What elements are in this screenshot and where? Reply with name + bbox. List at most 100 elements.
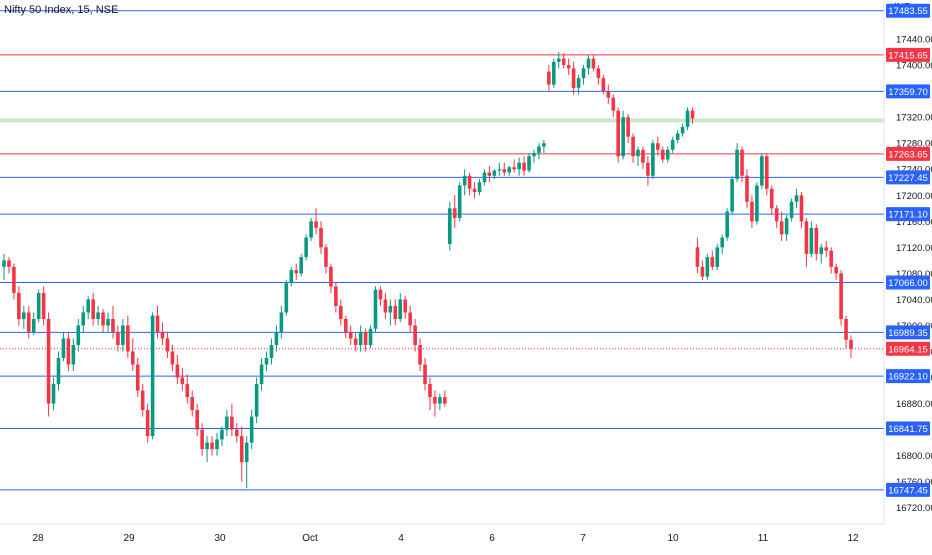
- candle-down[interactable]: [195, 403, 199, 437]
- candle-up[interactable]: [477, 179, 482, 196]
- candle-up[interactable]: [225, 410, 229, 437]
- candle-up[interactable]: [730, 175, 734, 215]
- candle-up[interactable]: [249, 410, 254, 450]
- candle-down[interactable]: [472, 182, 477, 199]
- candle-down[interactable]: [190, 390, 195, 417]
- candle-up[interactable]: [81, 305, 86, 332]
- candle-down[interactable]: [779, 211, 784, 241]
- candle-up[interactable]: [725, 208, 729, 241]
- candle-up[interactable]: [680, 123, 685, 137]
- candle-down[interactable]: [695, 237, 700, 274]
- candle-up[interactable]: [388, 299, 393, 326]
- candle-down[interactable]: [547, 65, 551, 92]
- candle-up[interactable]: [284, 279, 289, 316]
- candle-down[interactable]: [596, 65, 601, 85]
- candle-up[interactable]: [2, 253, 6, 280]
- candle-down[interactable]: [393, 299, 398, 326]
- candle-down[interactable]: [591, 55, 596, 72]
- candle-up[interactable]: [552, 58, 556, 88]
- candle-down[interactable]: [294, 263, 299, 280]
- candle-down[interactable]: [155, 305, 160, 339]
- candle-down[interactable]: [700, 260, 705, 280]
- candle-up[interactable]: [289, 266, 294, 287]
- candle-down[interactable]: [324, 244, 328, 274]
- candle-up[interactable]: [755, 182, 759, 225]
- candle-up[interactable]: [497, 162, 502, 176]
- candle-up[interactable]: [462, 169, 467, 196]
- candle-up[interactable]: [254, 377, 259, 424]
- candle-up[interactable]: [621, 110, 625, 160]
- candle-down[interactable]: [126, 315, 130, 359]
- candle-down[interactable]: [101, 309, 105, 332]
- candle-down[interactable]: [611, 94, 616, 118]
- candle-down[interactable]: [7, 257, 11, 274]
- candle-down[interactable]: [111, 305, 115, 339]
- candle-down[interactable]: [17, 286, 21, 326]
- candle-down[interactable]: [769, 185, 774, 215]
- candle-up[interactable]: [61, 331, 66, 362]
- candle-down[interactable]: [145, 403, 150, 443]
- candle-down[interactable]: [210, 436, 214, 456]
- candle-up[interactable]: [537, 143, 541, 160]
- candle-down[interactable]: [418, 338, 422, 372]
- candle-up[interactable]: [358, 325, 363, 352]
- candle-down[interactable]: [170, 344, 175, 372]
- candle-down[interactable]: [512, 159, 516, 173]
- candle-up[interactable]: [651, 139, 655, 180]
- candle-down[interactable]: [66, 331, 71, 372]
- candle-up[interactable]: [31, 312, 36, 336]
- candle-down[interactable]: [363, 328, 368, 352]
- candle-down[interactable]: [403, 296, 408, 319]
- candle-down[interactable]: [116, 325, 120, 352]
- candle-up[interactable]: [259, 358, 264, 391]
- candle-down[interactable]: [428, 377, 432, 411]
- candle-up[interactable]: [447, 201, 452, 251]
- candle-down[interactable]: [160, 322, 165, 345]
- candle-up[interactable]: [675, 130, 680, 144]
- candle-down[interactable]: [750, 195, 754, 228]
- candle-down[interactable]: [239, 426, 244, 482]
- candle-up[interactable]: [819, 244, 824, 264]
- candle-down[interactable]: [774, 205, 779, 228]
- candle-down[interactable]: [130, 338, 135, 372]
- candle-up[interactable]: [304, 234, 308, 261]
- candle-up[interactable]: [220, 426, 224, 446]
- candle-down[interactable]: [646, 156, 650, 186]
- candle-down[interactable]: [660, 146, 665, 163]
- candle-up[interactable]: [56, 351, 61, 391]
- candle-down[interactable]: [799, 192, 804, 228]
- candle-down[interactable]: [601, 74, 606, 95]
- price-axis[interactable]: 17440.00 17400.00 17320.00 17280.00 17240.00…: [896, 35, 932, 515]
- candle-down[interactable]: [641, 146, 645, 170]
- candle-up[interactable]: [438, 393, 442, 411]
- candle-down[interactable]: [710, 250, 715, 271]
- candle-down[interactable]: [740, 146, 744, 183]
- candle-up[interactable]: [784, 214, 789, 241]
- candle-down[interactable]: [522, 156, 526, 176]
- candle-up[interactable]: [264, 351, 269, 372]
- candle-up[interactable]: [150, 312, 155, 440]
- candle-down[interactable]: [200, 423, 204, 456]
- candle-up[interactable]: [279, 305, 284, 339]
- candle-up[interactable]: [269, 338, 274, 365]
- candle-up[interactable]: [86, 296, 91, 319]
- candle-up[interactable]: [720, 234, 725, 254]
- candle-up[interactable]: [22, 305, 26, 329]
- candle-down[interactable]: [235, 423, 239, 443]
- candle-down[interactable]: [502, 162, 507, 176]
- candle-up[interactable]: [794, 188, 799, 209]
- candle-down[interactable]: [46, 312, 51, 417]
- candle-up[interactable]: [121, 318, 125, 352]
- candle-down[interactable]: [606, 84, 611, 105]
- candle-down[interactable]: [339, 299, 343, 326]
- candle-down[interactable]: [334, 283, 338, 313]
- candle-down[interactable]: [849, 335, 853, 359]
- candle-up[interactable]: [809, 221, 814, 258]
- candle-up[interactable]: [373, 286, 378, 332]
- candle-down[interactable]: [834, 263, 838, 280]
- candle-up[interactable]: [36, 289, 41, 323]
- candle-up[interactable]: [309, 218, 313, 241]
- candle-down[interactable]: [423, 358, 427, 391]
- candle-down[interactable]: [319, 221, 323, 254]
